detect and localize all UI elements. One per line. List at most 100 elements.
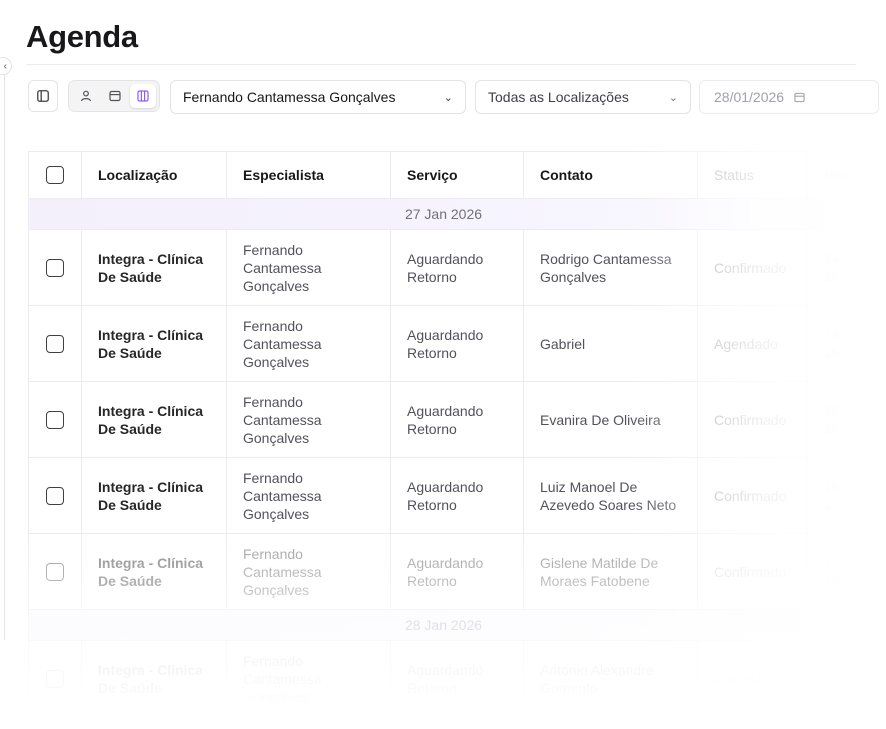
row-select-cell [28, 640, 82, 711]
select-all-cell [28, 151, 82, 199]
cell-location: Integra - Clínica De Saúde [81, 533, 227, 610]
cell-service: Aguardando Retorno [390, 229, 524, 306]
location-select-value: Todas as Localizações [488, 89, 629, 105]
select-all-checkbox[interactable] [46, 166, 64, 185]
columns-icon [137, 90, 149, 102]
row-select-cell [28, 229, 82, 306]
row-checkbox[interactable] [46, 335, 64, 354]
column-header-contact[interactable]: Contato [523, 151, 698, 199]
view-switcher [68, 80, 160, 112]
specialist-select-value: Fernando Cantamessa Gonçalves [183, 89, 396, 105]
row-checkbox[interactable] [46, 670, 64, 689]
panel-left-icon [37, 90, 49, 102]
time-start: 14:00 [824, 250, 857, 266]
page-title: Agenda [26, 19, 138, 54]
time-end: 16:00 [824, 420, 857, 436]
time-end: 19:00 [824, 572, 857, 588]
chevron-down-icon: ⌄ [668, 91, 678, 104]
cell-time: 17:30 19:00 [807, 533, 858, 610]
cell-specialist: Fernando Cantamessa Gonçalves [226, 457, 391, 534]
date-value: 28/01/2026 [714, 89, 785, 105]
cell-time: 16:00 17:30 [807, 457, 858, 534]
row-select-cell [28, 381, 82, 458]
cell-contact: Antonio Alexandre Gomento [523, 640, 698, 711]
specialist-select[interactable]: Fernando Cantamessa Gonçalves ⌄ [170, 80, 466, 114]
cell-service: Aguardando Retorno [390, 533, 524, 610]
time-start: 15:30 [824, 402, 857, 418]
cell-specialist: Fernando Cantamessa Gonçalves [226, 305, 391, 382]
column-header-status[interactable]: Status [697, 151, 808, 199]
table-row[interactable]: Integra - Clínica De Saúde Fernando Cant… [28, 457, 858, 534]
column-header-specialist[interactable]: Especialista [226, 151, 391, 199]
view-by-columns-button[interactable] [130, 84, 156, 108]
cell-contact: Evanira De Oliveira [523, 381, 698, 458]
cell-status: Confirmado [697, 229, 808, 306]
table-row[interactable]: Integra - Clínica De Saúde Fernando Cant… [28, 533, 858, 610]
chevron-down-icon: ⌄ [443, 91, 453, 104]
cell-specialist: Fernando Cantamessa Gonçalves [226, 533, 391, 610]
date-group-row: 27 Jan 2026 [28, 198, 858, 230]
cell-service: Aguardando Retorno [390, 381, 524, 458]
row-checkbox[interactable] [46, 411, 64, 430]
cell-status: Agendado [697, 640, 808, 711]
cell-specialist: Fernando Cantamessa Gonçalves [226, 229, 391, 306]
cell-contact: Gabriel [523, 305, 698, 382]
person-icon [81, 90, 91, 102]
row-select-cell [28, 305, 82, 382]
location-select[interactable]: Todas as Localizações ⌄ [475, 80, 691, 114]
cell-contact: Luiz Manoel De Azevedo Soares Neto [523, 457, 698, 534]
cell-status: Confirmado [697, 381, 808, 458]
cell-location: Integra - Clínica De Saúde [81, 640, 227, 711]
cell-time: 15:30 16:00 [807, 381, 858, 458]
column-header-service[interactable]: Serviço [390, 151, 524, 199]
time-start: 17:30 [824, 554, 857, 570]
cell-contact: Rodrigo Cantamessa Gonçalves [523, 229, 698, 306]
cell-service: Aguardando Retorno [390, 457, 524, 534]
cell-time: 14:00 15:00 [807, 305, 858, 382]
time-start: 14:00 [824, 326, 857, 342]
calendar-icon [794, 92, 805, 102]
cell-service: Aguardando Retorno [390, 305, 524, 382]
row-select-cell [28, 457, 82, 534]
view-by-day-button[interactable] [102, 84, 128, 108]
cell-service: Aguardando Retorno [390, 640, 524, 711]
time-end: 15:00 [824, 344, 857, 360]
date-group-label: 28 Jan 2026 [28, 609, 858, 641]
table-row[interactable]: Integra - Clínica De Saúde Fernando Cant… [28, 381, 858, 458]
chevron-left-icon: ‹ [3, 61, 7, 72]
view-by-person-button[interactable] [73, 84, 99, 108]
cell-time [807, 640, 858, 711]
column-header-time[interactable]: Hora [807, 151, 858, 199]
row-checkbox[interactable] [46, 259, 64, 278]
row-select-cell [28, 533, 82, 610]
time-end: 17:30 [824, 496, 857, 512]
column-header-location[interactable]: Localização [81, 151, 227, 199]
time-end: 15:15 [824, 268, 857, 284]
date-picker[interactable]: 28/01/2026 [699, 80, 879, 114]
cell-location: Integra - Clínica De Saúde [81, 305, 227, 382]
cell-location: Integra - Clínica De Saúde [81, 381, 227, 458]
date-group-label: 27 Jan 2026 [28, 198, 858, 230]
row-checkbox[interactable] [46, 487, 64, 506]
cell-time: 14:00 15:15 [807, 229, 858, 306]
table-header: Localização Especialista Serviço Contato… [28, 151, 858, 199]
time-start: 16:00 [824, 478, 857, 494]
cell-specialist: Fernando Cantamessa Gonçalves [226, 381, 391, 458]
sidebar-edge [4, 60, 5, 640]
cell-location: Integra - Clínica De Saúde [81, 229, 227, 306]
table-row[interactable]: Integra - Clínica De Saúde Fernando Cant… [28, 305, 858, 382]
table-row[interactable]: Integra - Clínica De Saúde Fernando Cant… [28, 640, 858, 711]
cell-specialist: Fernando Cantamessa Gonçalves [226, 640, 391, 711]
cell-contact: Gislene Matilde De Moraes Fatobene [523, 533, 698, 610]
sidebar-collapse-toggle[interactable]: ‹ [0, 57, 12, 75]
table-row[interactable]: Integra - Clínica De Saúde Fernando Cant… [28, 229, 858, 306]
toggle-sidebar-button[interactable] [28, 80, 58, 112]
cell-status: Confirmado [697, 533, 808, 610]
date-group-row: 28 Jan 2026 [28, 609, 858, 641]
title-divider [26, 64, 856, 65]
cell-location: Integra - Clínica De Saúde [81, 457, 227, 534]
row-checkbox[interactable] [46, 563, 64, 582]
calendar-icon [109, 90, 121, 102]
cell-status: Confirmado [697, 457, 808, 534]
cell-status: Agendado [697, 305, 808, 382]
